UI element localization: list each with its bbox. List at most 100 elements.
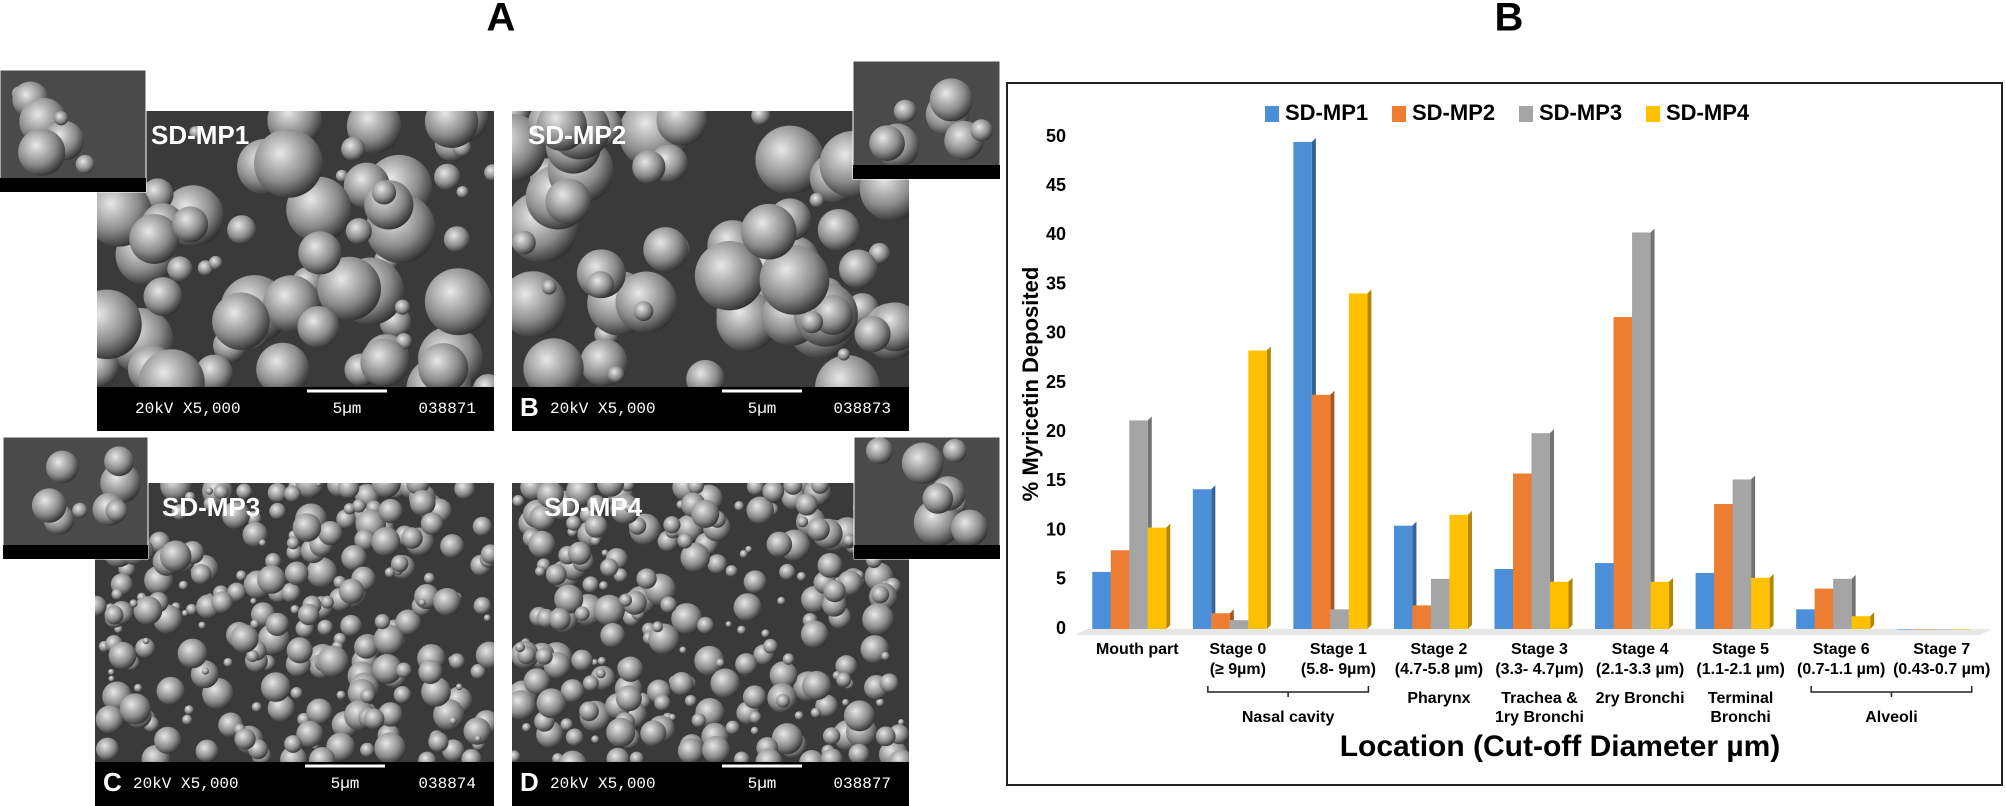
bar (1192, 489, 1212, 629)
particle (484, 164, 494, 181)
particle (536, 483, 564, 508)
particle (515, 642, 525, 653)
particle (360, 338, 409, 387)
x-tick-label: Stage 7 (1913, 641, 1970, 658)
particle (433, 587, 461, 616)
particle (749, 711, 762, 724)
particle (822, 727, 841, 745)
bar-side (1266, 346, 1271, 629)
particle (599, 581, 609, 591)
particle (354, 635, 379, 659)
bar-side (1568, 577, 1573, 629)
bar (1211, 613, 1230, 629)
bar (1714, 504, 1733, 629)
particle (320, 595, 334, 609)
particle (742, 685, 767, 709)
particle (587, 494, 606, 514)
particle (574, 606, 590, 621)
legend-swatch (1646, 106, 1660, 122)
bar (1632, 232, 1651, 629)
legend-label: SD-MP4 (1666, 100, 1750, 125)
inset-particle (901, 442, 944, 485)
region-label: Pharynx (1407, 690, 1470, 707)
particle (135, 638, 156, 659)
bar-side (1330, 390, 1335, 629)
region-bracket (1810, 686, 1973, 697)
particle (396, 662, 412, 678)
particle (195, 739, 219, 763)
particle (687, 483, 705, 494)
particle (707, 554, 727, 574)
particle (751, 111, 771, 125)
particle (354, 529, 376, 551)
particle (97, 289, 142, 360)
info-text: 20kV X5,000 (550, 775, 656, 793)
sem-image: 20kV X5,000 5µm 038871 SD-MP1 (97, 111, 494, 431)
x-tick-sublabel: (0.43-0.7 µm) (1893, 661, 1990, 678)
particle (418, 659, 443, 684)
sem-image: 20kV X5,000 5µm 038877 D SD-MP4 (512, 483, 909, 806)
bar (1896, 629, 1916, 630)
particle (535, 566, 546, 577)
particles (512, 483, 909, 779)
particle (257, 565, 286, 594)
particle (475, 641, 494, 669)
particle (443, 226, 470, 253)
particle (391, 554, 409, 573)
bar (1393, 525, 1413, 629)
bar (1412, 605, 1431, 629)
image-label: SD-MP3 (162, 492, 260, 522)
inset-particle (865, 437, 893, 465)
particle (529, 504, 556, 531)
particle (154, 726, 182, 754)
inset-particle (950, 509, 988, 547)
bar-side (1970, 625, 1975, 629)
particle (881, 651, 890, 661)
particle (862, 603, 894, 636)
particle (108, 675, 115, 682)
image-label: SD-MP4 (544, 492, 643, 522)
particle (679, 646, 687, 654)
image-code: 038871 (418, 400, 476, 418)
bar (1952, 629, 1971, 630)
particle (111, 588, 123, 600)
bar (1494, 568, 1513, 629)
particle (372, 654, 403, 684)
particle (185, 603, 198, 615)
particle (565, 728, 584, 747)
particle (848, 743, 870, 765)
bar (1129, 420, 1148, 629)
particle (352, 499, 366, 513)
particle (725, 720, 740, 735)
bar (1851, 616, 1871, 629)
particle (284, 735, 302, 753)
particle (607, 366, 625, 383)
region-label: Terminal (1708, 690, 1774, 707)
bar-side (1851, 574, 1856, 629)
inset-particle (943, 438, 967, 463)
particle (384, 567, 395, 578)
bar (1915, 629, 1934, 630)
particle (260, 672, 291, 702)
bar (1092, 571, 1111, 629)
particle (95, 595, 107, 617)
particle (119, 693, 151, 725)
particle (401, 527, 423, 549)
particle (669, 672, 694, 696)
particle (345, 218, 372, 245)
particle (378, 702, 403, 727)
x-tick-sublabel: (1.1-2.1 µm) (1696, 661, 1784, 678)
legend-swatch (1265, 106, 1279, 122)
image-label: SD-MP1 (151, 120, 249, 150)
particle (394, 299, 411, 315)
inset-particle (46, 450, 79, 484)
particle (733, 593, 762, 622)
particle (523, 668, 551, 695)
region-bracket (1207, 686, 1370, 697)
y-axis-title: % Myricetin Deposited (1018, 267, 1043, 502)
scale-text: 5µm (333, 400, 362, 418)
particle (95, 705, 124, 734)
legend-label: SD-MP3 (1539, 100, 1622, 125)
particle (290, 687, 303, 700)
